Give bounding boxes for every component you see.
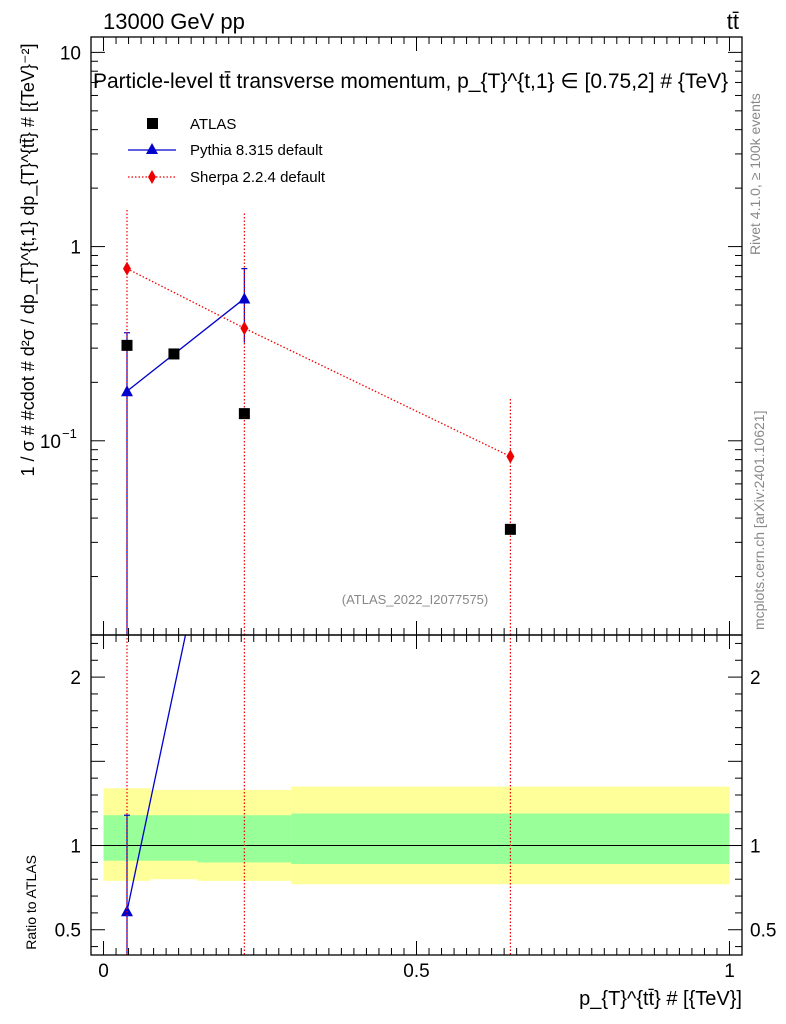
top-y-tick-label: 10 [60,43,81,64]
top-markers-layer [120,261,516,535]
legend-marker-pythia [146,143,158,154]
atlas-point [121,339,133,351]
top-curves-layer [123,209,511,635]
ratio-y-tick-label: 1 [70,837,81,858]
pythia-ratio-point [238,351,250,362]
ratio-y-tick-label-right: 0.5 [750,921,776,942]
legend-label-pythia: Pythia 8.315 default [190,142,323,159]
rivet-version-label: Rivet 4.1.0, ≥ 100k events [747,93,763,255]
x-tick-label: 0.5 [403,961,429,982]
legend-label-sherpa: Sherpa 2.2.4 default [190,169,326,186]
top-y-tick-label: 10 [40,432,61,453]
atlas-point [504,523,516,535]
sherpa-line [126,268,511,458]
atlas-point [238,408,250,420]
x-axis-title: p_{T}^{tt̄} # [{TeV}] [579,988,742,1010]
top-panel-frame [90,36,743,636]
x-tick-label: 1 [724,961,735,982]
pythia-point [120,385,133,397]
sherpa-point [240,321,249,336]
ratio-curves-layer [120,351,511,955]
analysis-watermark: (ATLAS_2022_I2077575) [342,592,488,607]
pythia-point [238,292,251,304]
legend-label-atlas: ATLAS [190,116,236,133]
legend-marker-sherpa [148,170,156,184]
mcplots-label: mcplots.cern.ch [arXiv:2401.10621] [751,411,767,630]
energy-label: 13000 GeV pp [103,9,245,34]
pythia-ratio-line [126,635,187,912]
legend: ATLAS Pythia 8.315 default Sherpa 2.2.4 … [128,116,326,186]
ratio-y-axis-title: Ratio to ATLAS [23,855,39,950]
atlas-point [168,348,180,360]
top-y-axis-title: 1 / σ # #cdot # d²σ / dp_{T}^{t,1} dp_{T… [18,44,39,477]
pythia-ratio-point [120,905,133,917]
process-label: tt̄ [727,9,739,34]
top-y-tick-label: 1 [70,238,81,259]
sherpa-point [122,261,131,276]
ratio-y-tick-label-right: 1 [750,837,761,858]
ratio-y-tick-label: 2 [70,668,81,689]
legend-marker-atlas [147,118,158,129]
ratio-y-tick-label: 0.5 [55,921,81,942]
ratio-bands-layer [91,786,742,885]
ratio-band-inner [150,815,198,861]
sherpa-point [506,449,515,464]
plot-title: Particle-level tt̄ transverse momentum, … [93,70,728,93]
x-tick-label: 0 [98,961,109,982]
ratio-y-tick-label-right: 2 [750,668,761,689]
top-y-tick-label-exponent: −1 [62,426,77,441]
pythia-line [126,298,245,392]
